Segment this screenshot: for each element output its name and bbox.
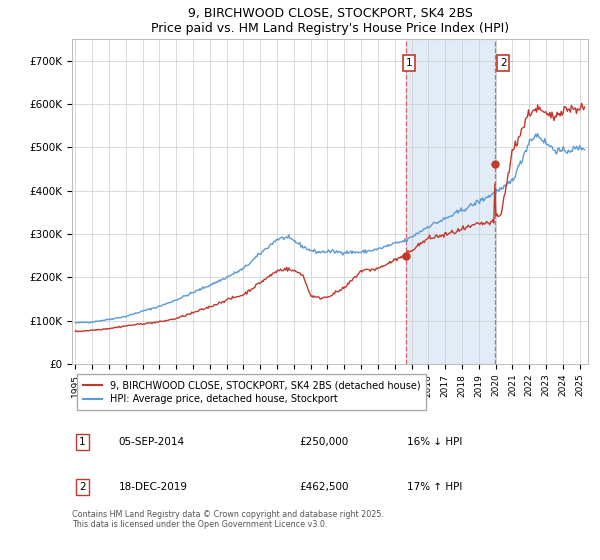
Text: 1: 1 [406,58,412,68]
Text: 16% ↓ HPI: 16% ↓ HPI [407,437,463,447]
Text: 2: 2 [79,482,86,492]
Text: £250,000: £250,000 [299,437,348,447]
Text: 1: 1 [79,437,86,447]
Title: 9, BIRCHWOOD CLOSE, STOCKPORT, SK4 2BS
Price paid vs. HM Land Registry's House P: 9, BIRCHWOOD CLOSE, STOCKPORT, SK4 2BS P… [151,7,509,35]
Text: 05-SEP-2014: 05-SEP-2014 [118,437,185,447]
Text: 17% ↑ HPI: 17% ↑ HPI [407,482,463,492]
Text: £462,500: £462,500 [299,482,349,492]
Text: Contains HM Land Registry data © Crown copyright and database right 2025.
This d: Contains HM Land Registry data © Crown c… [72,510,384,529]
Bar [406,39,495,364]
Text: 18-DEC-2019: 18-DEC-2019 [118,482,187,492]
Legend: 9, BIRCHWOOD CLOSE, STOCKPORT, SK4 2BS (detached house), HPI: Average price, det: 9, BIRCHWOOD CLOSE, STOCKPORT, SK4 2BS (… [77,374,427,410]
Text: 2: 2 [500,58,506,68]
